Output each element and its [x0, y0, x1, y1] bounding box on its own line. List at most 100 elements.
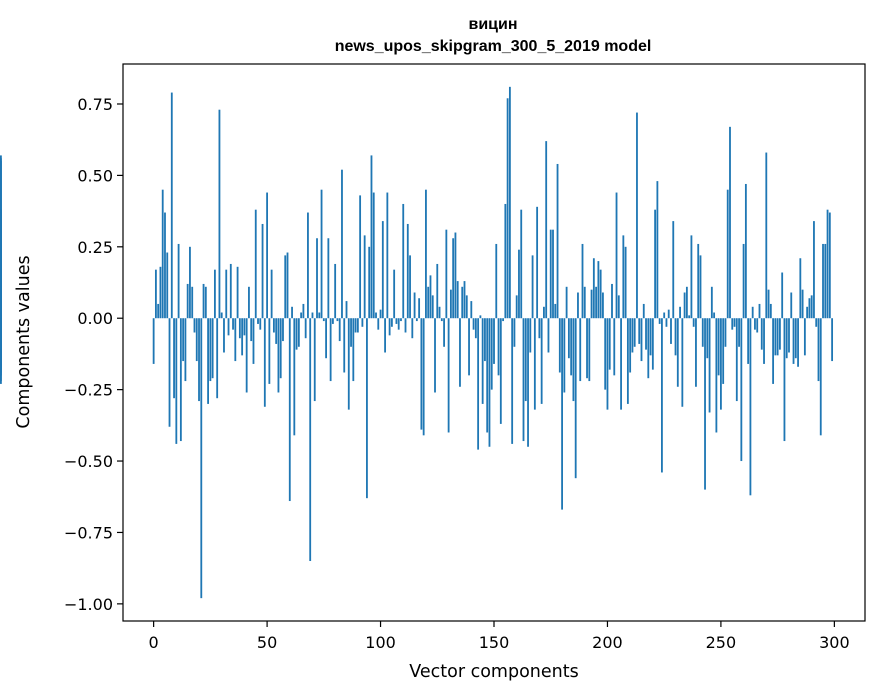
bar: [708, 318, 711, 413]
bar: [288, 318, 291, 502]
bar: [556, 163, 559, 319]
bar: [749, 318, 752, 496]
x-tick-label: 200: [592, 633, 623, 652]
bar: [586, 318, 588, 379]
bar: [624, 246, 627, 319]
bar: [218, 109, 221, 319]
bar: [595, 286, 598, 319]
bar: [272, 318, 275, 333]
bar: [617, 295, 620, 319]
bar: [549, 229, 552, 319]
bar: [654, 209, 657, 319]
bar: [715, 318, 718, 433]
bar: [225, 269, 228, 319]
bar: [179, 318, 182, 442]
bar: [452, 238, 455, 319]
bar: [363, 235, 366, 319]
bar: [232, 318, 234, 330]
bar: [554, 303, 557, 319]
bar: [636, 112, 638, 319]
bar: [345, 301, 348, 319]
bar: [592, 258, 595, 319]
bar: [313, 318, 316, 402]
bar: [422, 318, 425, 436]
bar: [558, 318, 561, 373]
bar: [518, 249, 520, 319]
y-axis-ticks: 0.75 0.50 0.25 0.00 −0.25 −0.50 −0.75 −1.00: [64, 95, 123, 614]
bar: [327, 238, 330, 319]
bar: [488, 318, 491, 447]
bar: [513, 318, 516, 347]
bar: [522, 318, 525, 442]
bar: [751, 306, 754, 319]
bar: [713, 312, 716, 319]
x-tick-label: 100: [365, 633, 396, 652]
bar: [420, 318, 423, 430]
bar: [824, 243, 827, 319]
bar: [184, 318, 187, 382]
bar: [291, 306, 293, 319]
bar: [402, 203, 405, 319]
bar: [622, 235, 625, 319]
bar: [411, 318, 414, 339]
bar: [819, 318, 822, 436]
bar: [733, 318, 736, 327]
bar: [506, 98, 509, 319]
bar: [567, 318, 570, 359]
bar: [490, 318, 493, 390]
bar: [449, 289, 452, 319]
bar: [459, 318, 461, 387]
bar: [195, 318, 198, 362]
bar: [248, 286, 250, 319]
bar: [316, 238, 318, 319]
bar: [520, 209, 523, 319]
bar: [822, 243, 824, 319]
bar: [803, 318, 806, 356]
bar: [161, 189, 164, 319]
bar: [731, 318, 734, 330]
bar: [481, 318, 484, 404]
y-tick-label: −0.50: [64, 452, 113, 471]
bar: [257, 318, 259, 324]
bar: [223, 318, 225, 353]
bar: [729, 126, 731, 319]
bar: [159, 266, 162, 319]
bar: [252, 318, 255, 364]
bar: [443, 318, 445, 347]
bar: [245, 318, 248, 393]
bar: [0, 318, 2, 350]
bar: [606, 318, 609, 410]
bar: [406, 223, 409, 319]
bar: [279, 318, 282, 379]
bar: [440, 318, 443, 322]
bar: [354, 318, 357, 333]
bar: [685, 286, 688, 319]
bar: [667, 309, 670, 319]
bar: [397, 318, 400, 330]
bar: [282, 318, 284, 342]
bar: [704, 318, 706, 490]
bar: [563, 318, 566, 393]
bar: [175, 318, 178, 444]
bar: [524, 318, 527, 402]
bar: [456, 281, 459, 319]
bar: [227, 318, 230, 336]
bar: [813, 221, 815, 319]
bar: [774, 318, 777, 356]
bar: [297, 318, 300, 347]
bar: [302, 303, 305, 319]
bar: [720, 318, 722, 410]
bar: [797, 318, 799, 367]
bar: [415, 318, 418, 322]
bar: [679, 306, 681, 319]
bar: [710, 286, 713, 319]
bar: [647, 318, 650, 379]
bar: [418, 298, 421, 319]
bar: [642, 303, 645, 319]
bar: [747, 318, 750, 364]
bar: [284, 255, 287, 319]
bar: [735, 318, 738, 402]
bar: [154, 269, 157, 319]
bar: [434, 318, 436, 393]
chart-title: вицин: [468, 16, 517, 33]
